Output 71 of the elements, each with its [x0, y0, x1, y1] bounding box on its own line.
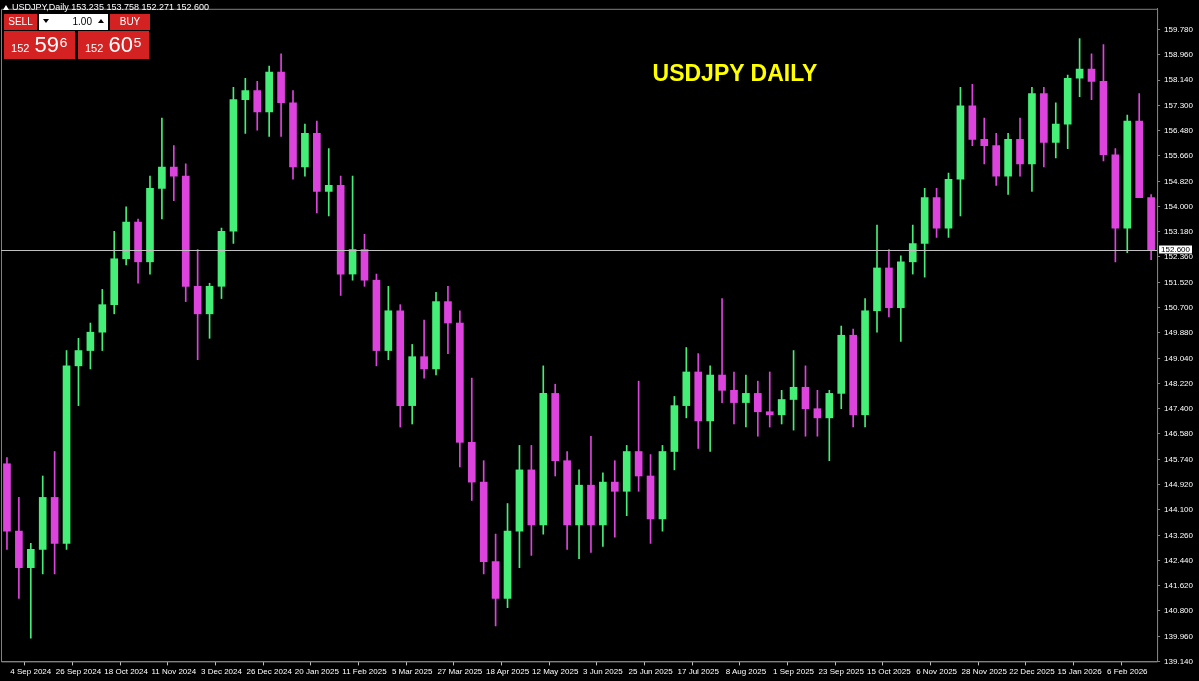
y-tick-label: 144.100: [1164, 504, 1194, 514]
y-tick-label: 144.920: [1164, 479, 1194, 489]
y-tick-label: 143.260: [1164, 530, 1194, 540]
y-tick-label: 156.480: [1164, 126, 1194, 136]
x-tick-label: 15 Jan 2026: [1057, 667, 1103, 677]
x-tick-label: 3 Dec 2024: [201, 667, 243, 677]
y-tick-label: 151.520: [1164, 277, 1194, 287]
y-tick-label: 145.740: [1164, 454, 1194, 464]
x-tick-label: 4 Sep 2024: [10, 667, 52, 677]
text: USDJPY DAILY: [651, 60, 819, 87]
annotation: 152 59⁶: [11, 32, 68, 57]
y-tick-label: 149.040: [1164, 353, 1194, 363]
x-tick-label: 5 Mar 2025: [391, 667, 433, 677]
y-tick-label: 140.800: [1164, 605, 1194, 615]
candlestick: [324, 148, 333, 217]
x-tick-label: 26 Dec 2024: [246, 667, 293, 677]
lot-size-field: 1.00: [39, 14, 108, 30]
y-tick-label: 139.140: [1164, 656, 1194, 666]
candlestick: [26, 542, 35, 639]
x-tick-label: 6 Nov 2025: [916, 667, 958, 677]
candlestick: [742, 374, 750, 428]
annotation: SELL: [4, 14, 37, 30]
x-tick-label: 26 Sep 2024: [55, 667, 102, 677]
candlestick: [241, 77, 250, 134]
x-tick-label: 25 Jun 2025: [628, 667, 674, 677]
y-tick-label: 157.300: [1164, 100, 1194, 110]
y-tick-label: 158.140: [1164, 75, 1194, 85]
y-tick-label: 150.700: [1164, 302, 1194, 312]
x-tick-label: 28 Nov 2025: [961, 667, 1008, 677]
candlestick: [980, 117, 989, 165]
y-tick-label: 149.880: [1164, 328, 1194, 338]
ref-line-label: 152.600: [1161, 244, 1191, 254]
x-tick-label: 20 Jan 2025: [294, 667, 340, 677]
y-tick-label: 154.820: [1164, 176, 1194, 186]
y-tick-label: 155.660: [1164, 151, 1194, 161]
y-tick-label: 146.580: [1164, 428, 1194, 438]
x-tick-label: 1 Sep 2025: [773, 667, 815, 677]
x-tick-label: 15 Oct 2025: [867, 667, 912, 677]
y-tick-label: 141.620: [1164, 580, 1194, 590]
x-tick-label: 17 Jul 2025: [677, 667, 720, 677]
x-tick-label: 18 Oct 2024: [104, 667, 149, 677]
candlestick: [765, 371, 774, 428]
y-tick-label: 153.180: [1164, 227, 1194, 237]
y-tick-label: 148.220: [1164, 378, 1194, 388]
y-tick-label: 147.400: [1164, 403, 1194, 413]
x-tick-label: 11 Nov 2024: [151, 667, 197, 677]
candlestick: [420, 319, 428, 379]
annotation: 152 60⁵: [84, 32, 142, 57]
candlestick: [718, 298, 726, 403]
y-tick-label: 154.000: [1164, 201, 1194, 211]
x-tick-label: 11 Feb 2025: [342, 667, 388, 677]
x-tick-label: 8 Aug 2025: [725, 667, 767, 677]
annotation: 1.00: [72, 15, 92, 29]
x-tick-label: 27 Mar 2025: [437, 667, 483, 677]
candlestick: [730, 371, 738, 425]
candlestick: [169, 145, 178, 201]
y-tick-label: 152.360: [1164, 252, 1194, 262]
candlestick: [158, 117, 166, 220]
x-tick-label: 23 Sep 2025: [818, 667, 865, 677]
x-tick-label: 18 Apr 2025: [485, 667, 530, 677]
x-tick-label: 22 Dec 2025: [1009, 667, 1056, 677]
x-tick-label: 3 Jun 2025: [583, 667, 624, 677]
candlestick: [610, 460, 619, 538]
y-tick-label: 142.440: [1164, 555, 1194, 565]
y-tick-label: 139.960: [1164, 631, 1194, 641]
annotation: BUY: [110, 14, 150, 30]
annotation: USDJPY,Daily 153.235 153.758 152.271 152.600: [12, 2, 209, 12]
y-tick-label: 158.960: [1164, 50, 1194, 60]
x-tick-label: 6 Feb 2026: [1107, 667, 1149, 677]
y-tick-label: 159.780: [1164, 25, 1194, 35]
x-tick-label: 12 May 2025: [532, 667, 579, 677]
